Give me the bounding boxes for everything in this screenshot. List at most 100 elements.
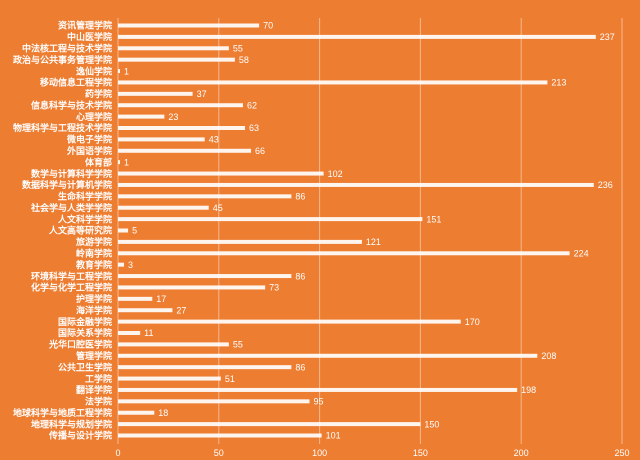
- category-label: 传播与设计学院: [48, 430, 112, 442]
- data-label: 51: [225, 374, 235, 384]
- bar: [118, 34, 596, 39]
- category-label: 逸仙学院: [76, 65, 112, 77]
- bar: [118, 353, 538, 358]
- data-label: 170: [465, 317, 480, 327]
- bar: [118, 262, 125, 267]
- value-labels: 7023755581213376223634366110223686451515…: [124, 21, 615, 441]
- data-label: 86: [295, 192, 305, 202]
- data-label: 23: [168, 112, 178, 122]
- data-label: 70: [263, 21, 273, 31]
- bar: [118, 422, 421, 427]
- x-tick-label: 150: [413, 448, 428, 458]
- bar: [118, 410, 155, 415]
- category-label: 法学院: [85, 396, 112, 408]
- bar: [118, 285, 266, 290]
- data-label: 208: [541, 351, 556, 361]
- category-label: 地理科学与规划学院: [31, 418, 112, 430]
- category-label: 数学与计算科学学院: [31, 168, 112, 180]
- data-label: 58: [239, 55, 249, 65]
- data-label: 11: [144, 328, 153, 338]
- category-label: 政治与公共事务管理学院: [13, 54, 112, 66]
- bar: [118, 342, 229, 347]
- bar: [118, 228, 129, 233]
- bar: [118, 148, 252, 153]
- data-label: 86: [295, 271, 305, 281]
- bar: [118, 46, 229, 51]
- category-label: 信息科学与技术学院: [31, 99, 112, 111]
- bar: [118, 308, 173, 313]
- data-label: 121: [366, 237, 381, 247]
- data-label: 236: [598, 180, 613, 190]
- bar: [118, 103, 243, 108]
- category-label: 翻译学院: [76, 384, 112, 396]
- data-label: 45: [213, 203, 223, 213]
- gridlines: [117, 18, 623, 444]
- category-label: 工学院: [85, 373, 112, 385]
- data-label: 37: [197, 89, 207, 99]
- data-label: 86: [295, 362, 305, 372]
- category-label: 管理学院: [76, 350, 112, 362]
- bar: [118, 91, 193, 96]
- category-label: 国际关系学院: [58, 327, 112, 339]
- x-tick-label: 250: [614, 448, 629, 458]
- bar: [118, 239, 362, 244]
- data-label: 17: [156, 294, 166, 304]
- data-label: 62: [247, 100, 257, 110]
- bar: [118, 296, 153, 301]
- data-label: 55: [233, 43, 243, 53]
- category-label: 公共卫生学院: [58, 361, 112, 373]
- bar: [118, 23, 260, 28]
- category-label: 数据科学与计算机学院: [22, 179, 112, 191]
- category-label: 心理学院: [76, 111, 112, 123]
- category-label: 化学与化学工程学院: [31, 282, 112, 294]
- bar: [118, 319, 461, 324]
- bar: [118, 137, 205, 142]
- bar: [118, 376, 221, 381]
- category-labels: 资讯管理学院中山医学院中法核工程与技术学院政治与公共事务管理学院逸仙学院移动信息…: [13, 20, 112, 442]
- category-label: 地球科学与地质工程学院: [13, 407, 112, 419]
- category-label: 旅游学院: [76, 236, 112, 248]
- bar: [118, 251, 570, 256]
- data-label: 63: [249, 123, 259, 133]
- data-label: 1: [124, 66, 129, 76]
- category-label: 移动信息工程学院: [40, 77, 112, 89]
- data-label: 224: [574, 248, 589, 258]
- data-label: 101: [326, 431, 341, 441]
- data-label: 18: [158, 408, 168, 418]
- bar: [118, 399, 310, 404]
- category-label: 资讯管理学院: [58, 20, 112, 32]
- bar: [118, 160, 121, 165]
- data-label: 213: [551, 78, 566, 88]
- category-label: 光华口腔医学院: [48, 339, 112, 351]
- data-label: 5: [132, 226, 137, 236]
- data-label: 150: [424, 419, 439, 429]
- bar: [118, 194, 292, 199]
- category-label: 人文科学学院: [57, 213, 112, 225]
- category-label: 外国语学院: [66, 145, 112, 157]
- bars: [118, 23, 596, 438]
- category-label: 海洋学院: [76, 304, 112, 316]
- data-label: 151: [426, 214, 441, 224]
- bar: [118, 274, 292, 279]
- data-label: 1: [124, 157, 129, 167]
- bar: [118, 433, 322, 438]
- category-label: 人文高等研究院: [48, 225, 112, 237]
- data-label: 102: [328, 169, 343, 179]
- bar: [118, 171, 324, 176]
- x-tick-label: 200: [514, 448, 529, 458]
- bar: [118, 205, 209, 210]
- x-tick-label: 0: [115, 448, 120, 458]
- category-label: 护理学院: [76, 293, 112, 305]
- category-label: 物理科学与工程技术学院: [13, 122, 112, 134]
- category-label: 药学院: [85, 88, 112, 100]
- category-label: 社会学与人类学学院: [30, 202, 112, 214]
- data-label: 43: [209, 135, 219, 145]
- category-label: 国际金融学院: [58, 316, 112, 328]
- data-label: 27: [176, 305, 186, 315]
- category-label: 教育学院: [75, 259, 112, 271]
- category-label: 体育部: [85, 156, 112, 168]
- category-label: 中山医学院: [67, 31, 112, 43]
- x-tick-label: 50: [214, 448, 224, 458]
- data-label: 3: [128, 260, 133, 270]
